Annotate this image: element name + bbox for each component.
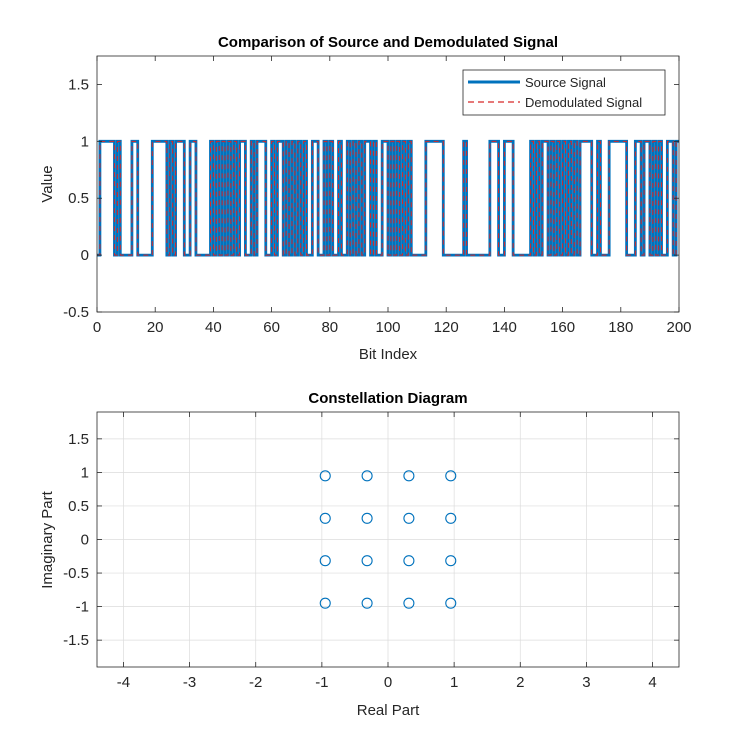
signal-y-tick-label: 1 xyxy=(81,133,89,150)
constellation-point xyxy=(445,597,457,609)
constellation-chart: Constellation Diagram -4 -3 -2 -1 0 1 2 3 4-1.5-… xyxy=(39,390,680,719)
constellation-x-tick-label: 0 xyxy=(384,674,392,691)
constellation-point xyxy=(445,555,457,567)
constellation-point xyxy=(361,512,373,524)
signal-y-axis-label: Value xyxy=(39,165,56,202)
constellation-x-tick-label: 2 xyxy=(516,674,524,691)
signal-x-tick-label: 160 xyxy=(550,319,575,336)
constellation-point xyxy=(445,470,457,482)
legend-box xyxy=(462,69,666,116)
demodulated-signal-line xyxy=(97,140,679,256)
constellation-x-tick-label: -4 xyxy=(117,674,130,691)
constellation-point xyxy=(319,470,331,482)
constellation-point xyxy=(403,555,415,567)
constellation-x-tick-label: 3 xyxy=(582,674,590,691)
signal-legend: Source Signal Demodulated Signal xyxy=(462,69,666,116)
signal-y-tick-label: -0.5 xyxy=(63,304,89,321)
constellation-y-tick-label: -0.5 xyxy=(63,565,89,582)
constellation-point xyxy=(403,470,415,482)
legend-demodulated-label: Demodulated Signal xyxy=(525,95,642,110)
constellation-y-tick-label: 1 xyxy=(81,464,89,481)
constellation-x-tick-label: 4 xyxy=(648,674,656,691)
signal-x-tick-label: 40 xyxy=(205,319,222,336)
signal-x-tick-label: 200 xyxy=(666,319,691,336)
signal-y-tick-label: 1.5 xyxy=(68,76,89,93)
constellation-x-axis-label: Real Part xyxy=(357,702,420,719)
constellation-y-axis-label: Imaginary Part xyxy=(39,490,56,588)
constellation-y-tick-label: 0 xyxy=(81,532,89,549)
constellation-point xyxy=(319,597,331,609)
constellation-ticks: -4 -3 -2 -1 0 1 2 3 4 -1.5 -1 -0.5 0 0.5 1 1.5 xyxy=(63,412,679,691)
constellation-y-tick-label: 0.5 xyxy=(68,498,89,515)
constellation-x-tick-label: -2 xyxy=(249,674,262,691)
signal-y-tick-label: 0 xyxy=(81,247,89,264)
signal-chart: Comparison of Source and Demodulated Sig… xyxy=(39,34,692,363)
constellation-point xyxy=(361,470,373,482)
signal-plot-area xyxy=(97,139,679,257)
legend-source-label: Source Signal xyxy=(525,75,606,90)
constellation-x-tick-label: 1 xyxy=(450,674,458,691)
constellation-point xyxy=(319,512,331,524)
constellation-point xyxy=(361,555,373,567)
signal-x-axis-label: Bit Index xyxy=(359,346,418,363)
constellation-point xyxy=(445,512,457,524)
constellation-y-tick-label: -1 xyxy=(76,599,89,616)
signal-x-tick-label: 140 xyxy=(492,319,517,336)
constellation-point xyxy=(361,597,373,609)
signal-chart-title: Comparison of Source and Demodulated Sig… xyxy=(218,34,558,51)
constellation-points xyxy=(319,470,457,609)
constellation-point xyxy=(319,555,331,567)
constellation-x-tick-label: -1 xyxy=(315,674,328,691)
signal-x-tick-label: 180 xyxy=(608,319,633,336)
signal-x-tick-label: 60 xyxy=(263,319,280,336)
signal-x-tick-label: 80 xyxy=(321,319,338,336)
constellation-point xyxy=(403,597,415,609)
constellation-x-tick-label: -3 xyxy=(183,674,196,691)
constellation-chart-title: Constellation Diagram xyxy=(308,390,467,407)
constellation-grid xyxy=(97,412,679,667)
constellation-y-tick-label: 1.5 xyxy=(68,431,89,448)
signal-ticks: 0 20 40 60 80 100 120 140 160 180 200-0.500.511.5 xyxy=(63,56,692,336)
signal-x-tick-label: 100 xyxy=(375,319,400,336)
signal-y-tick-label: 0.5 xyxy=(68,190,89,207)
constellation-y-tick-label: -1.5 xyxy=(63,632,89,649)
signal-x-tick-label: 120 xyxy=(434,319,459,336)
signal-x-tick-label: 20 xyxy=(147,319,164,336)
constellation-point xyxy=(403,512,415,524)
signal-x-tick-label: 0 xyxy=(93,319,101,336)
